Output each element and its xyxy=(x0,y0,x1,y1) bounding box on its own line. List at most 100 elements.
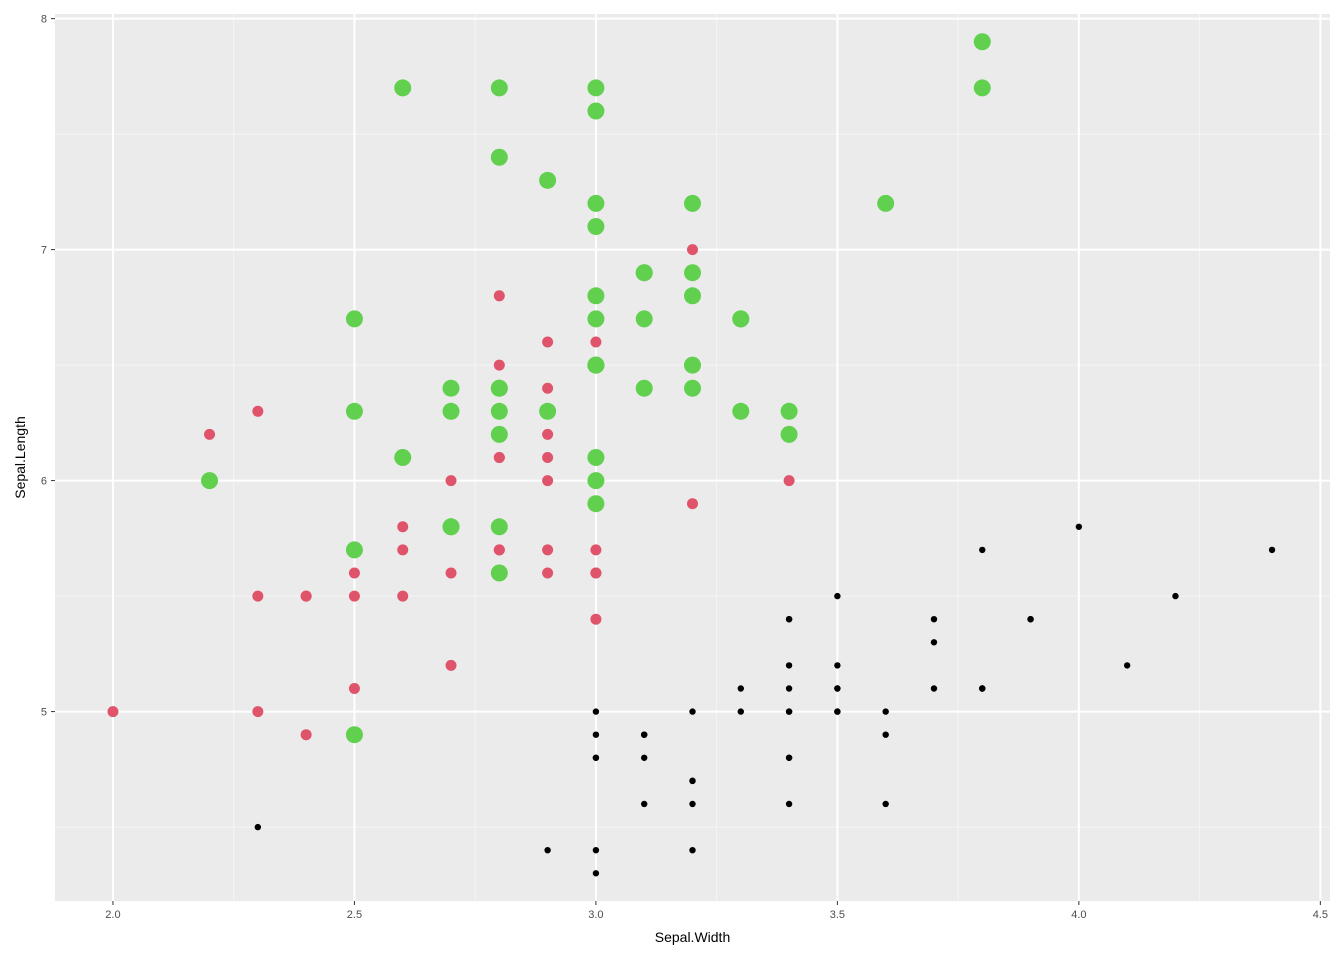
data-point-series-1 xyxy=(882,800,889,808)
data-point-series-3 xyxy=(490,79,508,97)
data-point-series-1 xyxy=(930,685,938,692)
data-point-series-2 xyxy=(590,544,602,556)
data-point-series-2 xyxy=(348,590,360,602)
data-point-series-2 xyxy=(687,498,698,510)
x-axis: 2.0 2.5 3.0 3.5 4.0 4.5 xyxy=(105,901,1328,921)
data-point-series-2 xyxy=(348,567,360,579)
data-point-series-3 xyxy=(732,310,750,328)
data-point-series-2 xyxy=(542,544,554,556)
data-point-series-2 xyxy=(542,336,554,348)
data-point-series-1 xyxy=(689,846,696,854)
data-point-series-2 xyxy=(300,590,312,602)
data-point-series-2 xyxy=(493,452,505,463)
data-point-series-3 xyxy=(780,425,798,443)
data-point-series-1 xyxy=(785,754,793,761)
data-point-series-1 xyxy=(737,685,744,692)
data-point-series-1 xyxy=(1075,523,1083,530)
data-point-series-3 xyxy=(490,148,508,166)
data-point-series-2 xyxy=(107,706,119,718)
data-point-series-1 xyxy=(689,708,696,715)
data-point-series-1 xyxy=(785,685,793,692)
data-point-series-2 xyxy=(204,428,216,440)
data-point-series-1 xyxy=(641,754,648,761)
y-axis: 5 6 7 8 xyxy=(41,14,55,719)
data-point-series-3 xyxy=(539,171,557,189)
x-axis-title: Sepal.Width xyxy=(655,929,730,945)
x-tick-label: 3.5 xyxy=(830,909,845,921)
data-point-series-2 xyxy=(542,382,554,394)
data-point-series-1 xyxy=(785,708,793,715)
data-point-series-1 xyxy=(834,662,841,669)
data-point-series-3 xyxy=(684,287,701,305)
y-axis-title: Sepal.Length xyxy=(12,416,28,499)
data-point-series-2 xyxy=(397,521,409,533)
data-point-series-3 xyxy=(973,79,991,97)
data-point-series-1 xyxy=(544,846,551,854)
data-point-series-3 xyxy=(732,402,750,420)
data-point-series-3 xyxy=(490,564,508,582)
data-point-series-3 xyxy=(587,449,605,466)
data-point-series-3 xyxy=(345,402,363,420)
data-point-series-3 xyxy=(587,218,605,236)
data-point-series-3 xyxy=(587,194,605,212)
data-point-series-1 xyxy=(592,846,600,854)
data-point-series-3 xyxy=(587,472,605,490)
data-point-series-3 xyxy=(635,379,653,397)
data-point-series-3 xyxy=(587,79,605,97)
data-point-series-3 xyxy=(442,379,460,397)
data-points xyxy=(107,33,1276,877)
y-tick-label: 5 xyxy=(41,707,47,719)
data-point-series-2 xyxy=(397,590,409,602)
data-point-series-1 xyxy=(1172,592,1179,600)
data-point-series-1 xyxy=(592,870,600,877)
data-point-series-3 xyxy=(490,425,508,443)
x-tick-label: 2.5 xyxy=(347,909,362,921)
data-point-series-3 xyxy=(539,402,557,420)
data-point-series-3 xyxy=(587,102,605,120)
data-point-series-3 xyxy=(345,726,363,744)
data-point-series-1 xyxy=(1027,615,1034,623)
data-point-series-1 xyxy=(834,592,841,600)
data-point-series-2 xyxy=(300,729,312,741)
data-point-series-3 xyxy=(442,518,460,536)
data-point-series-1 xyxy=(689,800,696,808)
data-point-series-3 xyxy=(780,402,798,420)
data-point-series-1 xyxy=(882,731,889,738)
data-point-series-3 xyxy=(635,310,653,328)
data-point-series-1 xyxy=(930,639,938,646)
data-point-series-2 xyxy=(542,428,554,440)
data-point-series-3 xyxy=(684,194,701,212)
data-point-series-1 xyxy=(979,685,986,692)
data-point-series-3 xyxy=(490,518,508,536)
data-point-series-1 xyxy=(785,800,793,808)
data-point-series-1 xyxy=(254,823,262,831)
data-point-series-2 xyxy=(493,544,505,556)
data-point-series-3 xyxy=(877,194,895,212)
data-point-series-1 xyxy=(1123,662,1131,669)
x-tick-label: 3.0 xyxy=(588,909,603,921)
data-point-series-1 xyxy=(592,731,600,738)
data-point-series-3 xyxy=(345,310,363,328)
data-point-series-1 xyxy=(834,685,841,692)
data-point-series-2 xyxy=(445,567,457,579)
data-point-series-3 xyxy=(684,264,701,282)
data-point-series-3 xyxy=(394,79,412,97)
data-point-series-2 xyxy=(252,706,264,718)
data-point-series-1 xyxy=(689,777,696,785)
data-point-series-1 xyxy=(979,546,986,554)
data-point-series-3 xyxy=(587,495,605,513)
data-point-series-2 xyxy=(783,475,795,487)
data-point-series-3 xyxy=(684,379,701,397)
data-point-series-2 xyxy=(687,244,698,256)
data-point-series-1 xyxy=(930,615,938,623)
x-tick-label: 4.5 xyxy=(1313,909,1328,921)
data-point-series-3 xyxy=(201,472,219,490)
data-point-series-3 xyxy=(973,33,991,51)
data-point-series-2 xyxy=(493,359,505,371)
data-point-series-1 xyxy=(737,708,744,715)
y-tick-label: 7 xyxy=(41,245,47,257)
data-point-series-3 xyxy=(635,264,653,282)
data-point-series-2 xyxy=(397,544,409,556)
data-point-series-1 xyxy=(785,615,793,623)
